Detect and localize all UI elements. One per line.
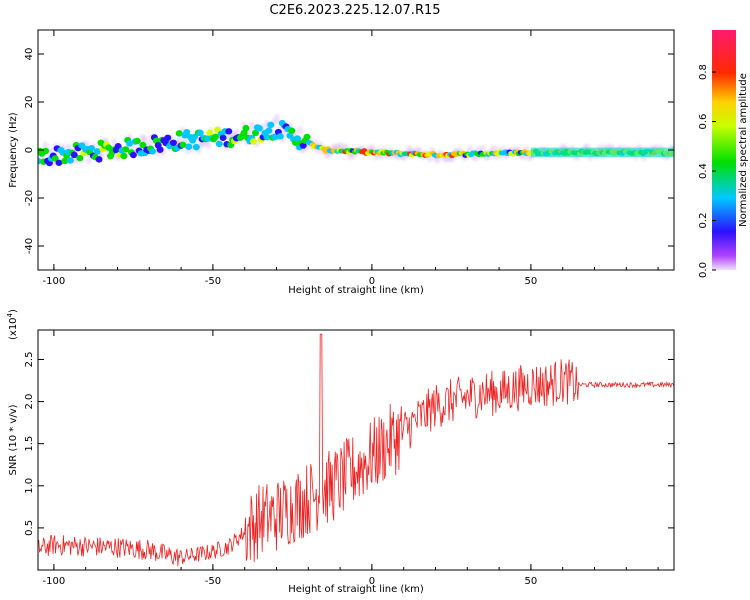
x-tick-label: -50 [205,276,221,287]
heatmap-cell [293,135,301,142]
heatmap-cell [297,126,304,135]
x-tick-label: 50 [525,576,538,587]
heatmap-cell [276,133,284,140]
heatmap-cell [215,140,223,148]
heatmap-cell [70,151,78,159]
snr-scale-prefix: (x10 [8,317,19,340]
heatmap-cell [122,146,130,153]
heatmap-cell [211,133,219,141]
colorbar-tick-label: 0.0 [698,262,709,278]
spectrogram-panel: -100 -50 0 50 -40 -20 0 20 40 Height of straight… [8,29,675,296]
y-tick-label: 1.0 [24,478,35,494]
heatmap-cell [255,125,263,132]
y-tick-label: 0.5 [24,520,35,536]
heatmap-cell [42,141,49,150]
heatmap-cell [274,113,281,122]
heatmap-cell [196,129,204,136]
x-tick-label: -100 [43,276,66,287]
heatmap-band [530,147,674,158]
heatmap-cell [179,141,187,149]
spectrogram-y-axis-label: Frequency (Hz) [8,112,19,188]
heatmap-cell [175,130,183,137]
heatmap-cell [139,141,147,149]
y-tick-label: -40 [24,238,35,254]
heatmap-cell [242,124,250,132]
heatmap-cell [265,127,273,134]
heatmap-cell [303,133,311,141]
heatmap-cell [169,139,177,146]
chart-title: C2E6.2023.225.12.07.R15 [269,3,440,18]
heatmap-cell [225,128,233,135]
heatmap-cell [206,129,214,137]
spectrogram-heatmap [38,113,674,167]
heatmap-cell [129,151,137,159]
heatmap-cell [164,134,172,142]
y-tick-label: 20 [24,96,35,109]
heatmap-cell [250,138,258,145]
y-tick-label: 2.0 [24,394,35,410]
x-tick-label: -100 [43,576,66,587]
snr-y-axis-label: SNR (10 * v/v) [8,404,19,475]
y-tick-label: 0 [24,147,35,153]
heatmap-cell [192,143,200,151]
heatmap-cell [156,146,164,153]
snr-scale-suffix: ) [8,309,19,313]
colorbar-label: Normalized spectral amplitude [738,73,749,227]
heatmap-cell [190,133,198,141]
heatmap-cell [51,155,59,162]
x-tick-label: 50 [525,276,538,287]
spectrogram-x-axis-label: Height of straight line (km) [288,285,424,296]
snr-series-line [38,333,674,567]
colorbar-ticks: 0.0 0.2 0.4 0.6 0.8 [698,64,716,278]
x-tick-label: -50 [205,576,221,587]
snr-x-axis-label: Height of straight line (km) [288,584,424,595]
svg-text:(x104): (x104) [6,309,19,340]
heatmap-cell [288,127,296,134]
y-tick-label: 40 [24,48,35,61]
heatmap-cell [105,144,113,151]
y-tick-label: 1.5 [24,436,35,452]
heatmap-cell [61,157,69,165]
heatmap-cell [76,154,84,162]
spectrogram-ticks: -100 -50 0 50 -40 -20 0 20 40 [24,30,674,287]
heatmap-cell [133,137,141,145]
heatmap-cell [205,140,212,149]
snr-plot-area [38,330,674,570]
snr-frame [37,329,675,571]
colorbar-gradient [712,30,736,270]
colorbar-tick-label: 0.4 [698,163,709,179]
heatmap-cell [66,157,74,164]
heatmap-cell [85,156,92,165]
colorbar: 0.0 0.2 0.4 0.6 0.8 Normalized spectral ampl… [698,30,749,278]
heatmap-cell [120,152,128,160]
x-tick-label: 0 [369,276,375,287]
heatmap-cell [248,121,255,130]
heatmap-cell [141,134,148,143]
snr-panel: -100 -50 0 50 0.5 1.0 1.5 2.0 2.5 Height of stra… [6,309,675,595]
heatmap-cell [95,156,103,163]
snr-ticks: -100 -50 0 50 0.5 1.0 1.5 2.0 2.5 [24,330,674,587]
heatmap-cell [148,148,156,155]
heatmap-cell [299,142,307,149]
heatmap-cell [219,134,227,141]
y-tick-label: 2.5 [24,352,35,368]
heatmap-cell [93,148,101,155]
snr-scale-exponent: 4 [6,312,14,317]
heatmap-cell [263,133,271,141]
heatmap-cell [55,159,63,166]
colorbar-tick-label: 0.2 [698,213,709,229]
heatmap-cell [126,140,134,147]
x-tick-label: 0 [369,576,375,587]
heatmap-cell [183,129,191,136]
heatmap-cell [252,129,260,137]
heatmap-cell [87,144,95,152]
snr-scale-label: (x104) [6,309,19,340]
colorbar-tick-label: 0.8 [698,64,709,80]
heatmap-cell [185,143,193,150]
y-tick-label: -20 [24,190,35,206]
heatmap-cell [42,147,50,155]
heatmap-cell [267,121,275,129]
colorbar-tick-label: 0.6 [698,114,709,130]
